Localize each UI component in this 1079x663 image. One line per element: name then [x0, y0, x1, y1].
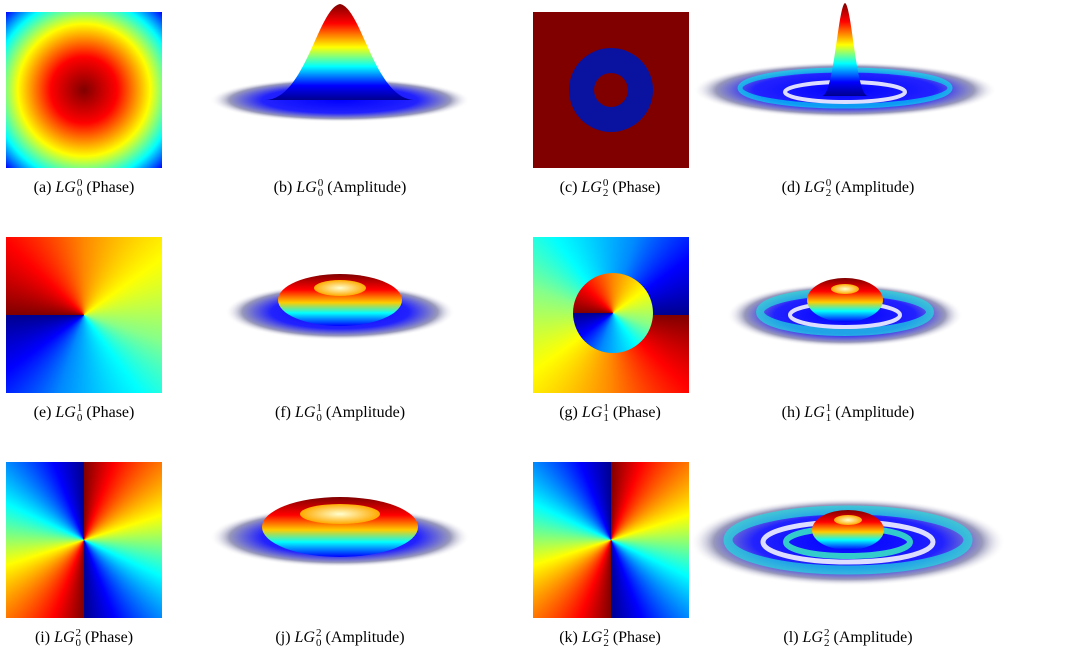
subscript: 1: [603, 413, 609, 423]
caption-kind: (Amplitude): [835, 179, 914, 196]
mode-name: LG: [55, 404, 75, 421]
amplitude-j: [210, 497, 470, 567]
caption-kind: (Amplitude): [835, 404, 914, 421]
amplitude-b: [210, 4, 470, 122]
subscript: 0: [77, 188, 83, 198]
caption-label: (l): [783, 629, 798, 646]
mode-name: LG: [55, 179, 75, 196]
caption-kind: (Phase): [612, 179, 660, 196]
amplitude-d: [693, 3, 997, 118]
caption-label: (j): [275, 629, 290, 646]
caption-kind: (Phase): [85, 629, 133, 646]
subscript: 2: [603, 188, 609, 198]
mode-name: LG: [581, 179, 601, 196]
subscript: 2: [826, 188, 832, 198]
subscript: 0: [76, 638, 82, 648]
caption-kind: (Amplitude): [833, 629, 912, 646]
caption-kind: (Phase): [613, 404, 661, 421]
amplitude-f: [225, 274, 455, 340]
mode-name: LG: [295, 404, 315, 421]
amplitude-plots: [0, 0, 1079, 663]
mode-name: LG: [582, 404, 602, 421]
amplitude-l: [690, 498, 1006, 586]
mode-name: LG: [295, 629, 315, 646]
subscript: 2: [824, 638, 830, 648]
caption-label: (c): [560, 179, 578, 196]
subscript: 0: [318, 188, 324, 198]
caption-label: (b): [274, 179, 293, 196]
amplitude-h: [727, 278, 963, 347]
caption-kind: (Amplitude): [326, 404, 405, 421]
caption-kind: (Amplitude): [325, 629, 404, 646]
mode-name: LG: [296, 179, 316, 196]
caption-label: (k): [559, 629, 578, 646]
subscript: 1: [826, 413, 832, 423]
mode-name: LG: [582, 629, 602, 646]
subscript: 0: [316, 638, 322, 648]
subscript: 0: [77, 413, 83, 423]
figure: (a) LG00 (Phase)(b) LG00 (Amplitude)(c) …: [0, 0, 1079, 663]
caption-kind: (Phase): [613, 629, 661, 646]
caption-label: (a): [34, 179, 52, 196]
caption-label: (g): [559, 404, 578, 421]
caption-label: (h): [782, 404, 801, 421]
caption-label: (f): [275, 404, 291, 421]
subscript: 2: [603, 638, 609, 648]
caption-kind: (Amplitude): [327, 179, 406, 196]
caption-label: (i): [35, 629, 50, 646]
caption-kind: (Phase): [86, 179, 134, 196]
caption-label: (d): [782, 179, 801, 196]
mode-name: LG: [804, 404, 824, 421]
subscript: 0: [316, 413, 322, 423]
mode-name: LG: [804, 179, 824, 196]
caption-label: (e): [34, 404, 52, 421]
mode-name: LG: [803, 629, 823, 646]
caption-kind: (Phase): [86, 404, 134, 421]
mode-name: LG: [54, 629, 74, 646]
